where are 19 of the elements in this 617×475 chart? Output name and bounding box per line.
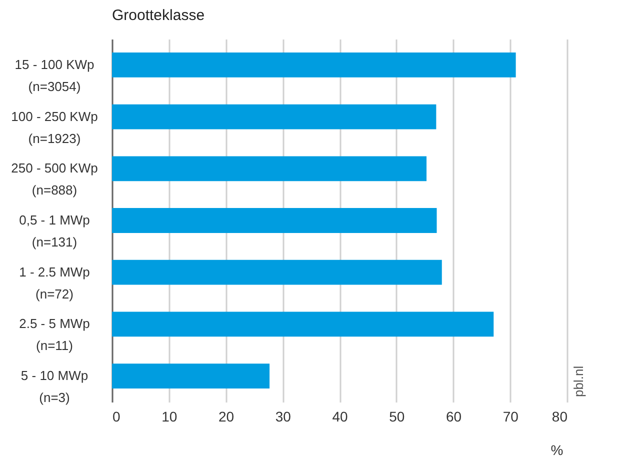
x-tick-label: 30: [275, 408, 292, 424]
x-tick-label: 70: [502, 408, 519, 424]
text: pbl.nl: [571, 366, 586, 397]
x-tick-label: 60: [446, 408, 462, 424]
y-tick-label: 15 - 100 KWp (n=3054): [14, 56, 94, 94]
x-tick-label: 40: [332, 408, 348, 424]
x-tick-label: 0: [112, 408, 120, 424]
y-tick-label: 1 - 2.5 MWp (n=72): [19, 264, 90, 302]
x-tick-label: 50: [389, 408, 405, 424]
x-axis-title: %: [550, 442, 564, 458]
y-tick-label: 0,5 - 1 MWp (n=131): [19, 212, 90, 250]
chart-title: Grootteklasse: [112, 7, 205, 24]
x-tick-label: 20: [218, 408, 234, 424]
y-tick-label: 5 - 10 MWp (n=3): [20, 368, 88, 406]
x-tick-label: 80: [552, 408, 568, 424]
x-tick-label: 10: [162, 408, 178, 424]
y-tick-label: 100 - 250 KWp (n=1923): [11, 108, 98, 146]
y-tick-label: 250 - 500 KWp (n=888): [11, 160, 98, 198]
y-tick-label: 2.5 - 5 MWp (n=11): [19, 316, 90, 354]
